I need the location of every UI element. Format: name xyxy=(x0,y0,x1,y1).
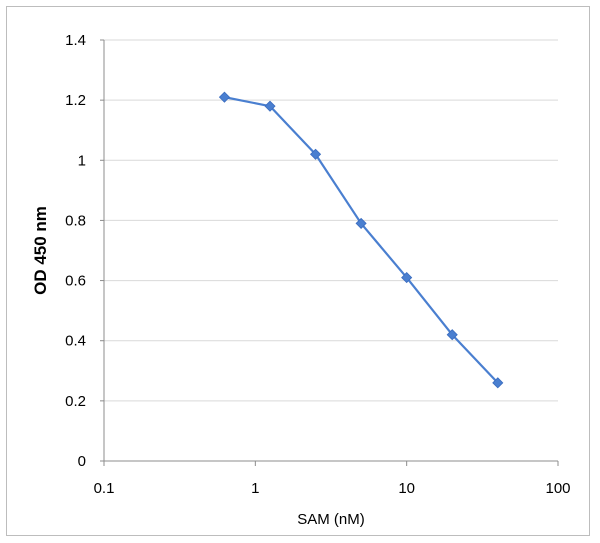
x-tick-labels: 0.1 1 10 100 xyxy=(94,480,571,497)
y-tick-label: 0 xyxy=(78,453,86,470)
chart-frame xyxy=(6,6,590,536)
x-axis-title: SAM (nM) xyxy=(297,511,365,528)
data-point xyxy=(446,329,458,341)
y-axis-title: OD 450 nm xyxy=(31,206,50,295)
axes xyxy=(100,39,559,466)
x-tick-label: 0.1 xyxy=(94,480,115,497)
y-tick-label: 0.2 xyxy=(65,393,86,410)
data-point xyxy=(401,271,413,284)
y-tick-labels: 0 0.2 0.4 0.6 0.8 1 1.2 1.4 xyxy=(65,32,86,470)
series-line xyxy=(224,96,499,384)
y-tick-label: 1.2 xyxy=(65,92,86,109)
data-point xyxy=(218,91,231,103)
y-tick-label: 1 xyxy=(78,152,86,169)
y-tick-label: 0.6 xyxy=(65,273,86,290)
data-point xyxy=(492,377,504,389)
y-tick-label: 0.4 xyxy=(65,333,86,350)
x-tick-label: 100 xyxy=(545,480,570,497)
y-tick-label: 0.8 xyxy=(65,212,86,229)
gridlines xyxy=(104,39,558,402)
data-point xyxy=(355,217,367,230)
data-point xyxy=(264,100,276,112)
y-tick-label: 1.4 xyxy=(65,32,86,49)
data-series xyxy=(218,91,504,389)
x-tick-label: 10 xyxy=(398,480,415,497)
data-point xyxy=(309,148,322,160)
x-tick-label: 1 xyxy=(251,480,259,497)
